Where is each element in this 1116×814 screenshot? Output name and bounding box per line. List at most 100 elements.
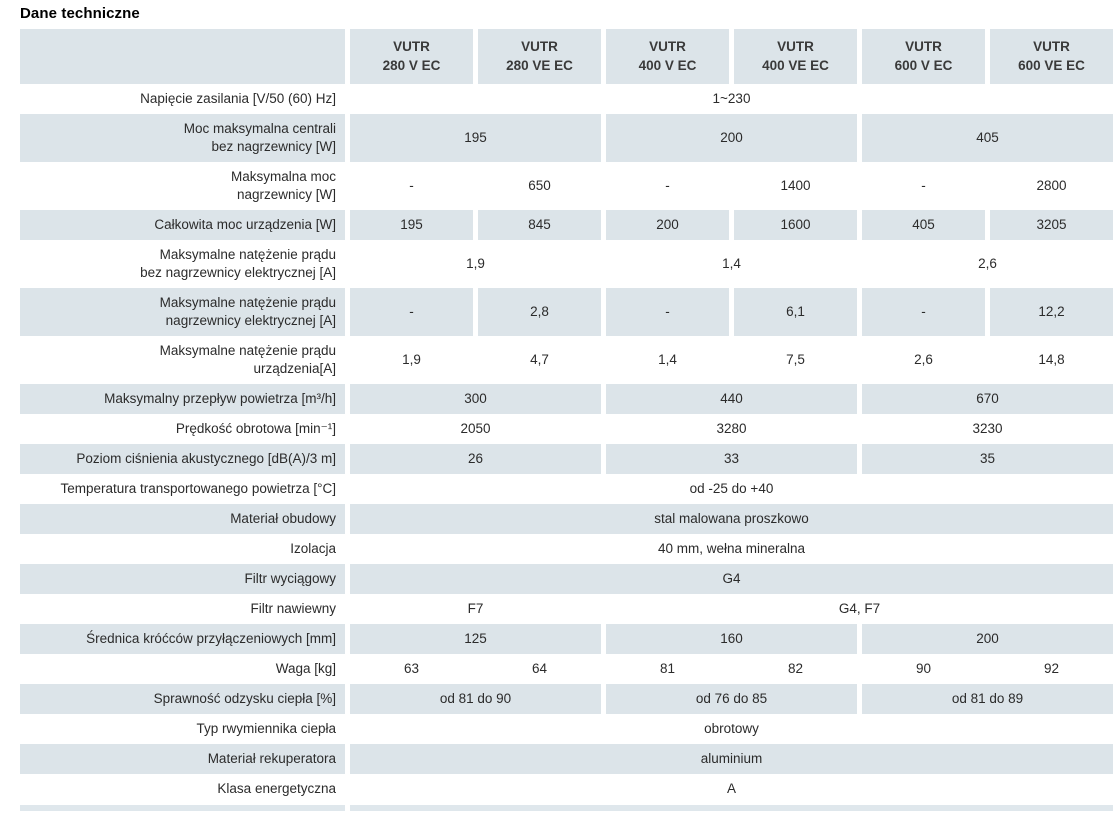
value-cell: 405 xyxy=(862,114,1113,162)
value-cell: 670 xyxy=(862,384,1113,414)
table-row: Materiał obudowy stal malowana proszkowo xyxy=(20,504,1113,534)
value-cell: G4, F7 xyxy=(838,600,881,616)
value-cell: 4,7 xyxy=(530,351,549,367)
value-cell: 125 xyxy=(350,624,601,654)
value-cell: 82 xyxy=(787,660,804,676)
value-cell: od 81 do 90 xyxy=(350,684,601,714)
value-cell: 6,1 xyxy=(734,288,857,336)
value-cell: G4 xyxy=(350,564,1113,594)
value-cell: 90 xyxy=(915,660,932,676)
row-label: Napięcie zasilania [V/50 (60) Hz] xyxy=(140,90,336,106)
value-cell: 405 xyxy=(862,210,985,240)
value-cell: 195 xyxy=(350,114,601,162)
table-row: Sprawność odzysku ciepła [%] od 81 do 90 o… xyxy=(20,684,1113,714)
row-label: Maksymalna moc nagrzewnicy [W] xyxy=(230,168,336,202)
value-cell: F7 xyxy=(467,600,484,616)
value-cell: 92 xyxy=(1043,660,1060,676)
value-cell: 1,9 xyxy=(466,255,485,271)
table-row: Prędkość obrotowa [min⁻¹] 2050 3280 3230 xyxy=(20,414,1113,444)
column-header: VUTR 400 VE EC xyxy=(734,29,857,84)
value-cell: 2,6 xyxy=(914,351,933,367)
value-cell: 650 xyxy=(528,177,551,193)
value-cell: 3230 xyxy=(972,420,1003,436)
row-label: Waga [kg] xyxy=(275,660,336,676)
value-cell: - xyxy=(862,288,985,336)
column-header: VUTR 280 V EC xyxy=(350,29,473,84)
value-cell: - xyxy=(350,288,473,336)
spec-table: VUTR 280 V EC VUTR 280 VE EC VUTR 400 V EC… xyxy=(20,29,1113,811)
column-header: VUTR 600 V EC xyxy=(862,29,985,84)
table-body: Napięcie zasilania [V/50 (60) Hz] 1~230 Mo… xyxy=(20,84,1113,804)
value-cell: 40 mm, wełna mineralna xyxy=(657,540,806,556)
value-cell: 3280 xyxy=(716,420,747,436)
row-label: Klasa energetyczna xyxy=(217,780,336,796)
row-label: Maksymalny przepływ powietrza [m³/h] xyxy=(20,384,345,414)
value-cell: 1,9 xyxy=(402,351,421,367)
row-label: Materiał rekuperatora xyxy=(20,744,345,774)
value-cell: A xyxy=(726,780,736,796)
row-label: Filtr nawiewny xyxy=(250,600,336,616)
value-cell: 1,4 xyxy=(722,255,741,271)
value-cell: 200 xyxy=(606,210,729,240)
row-label: Temperatura transportowanego powietrza [… xyxy=(60,480,336,496)
row-label: Typ rwymiennika ciepła xyxy=(196,720,336,736)
table-row: Całkowita moc urządzenia [W] 195 845 200 160… xyxy=(20,210,1113,240)
value-cell: 2,6 xyxy=(978,255,997,271)
table-row: Moc maksymalna centrali bez nagrzewnicy … xyxy=(20,114,1113,162)
value-cell: - xyxy=(606,288,729,336)
column-header: VUTR 600 VE EC xyxy=(990,29,1113,84)
value-cell: 1,4 xyxy=(658,351,677,367)
column-header: VUTR 280 VE EC xyxy=(478,29,601,84)
row-label: Średnica króćców przyłączeniowych [mm] xyxy=(20,624,345,654)
table-title: Dane techniczne xyxy=(20,5,140,22)
table-row: Poziom ciśnienia akustycznego [dB(A)/3 m… xyxy=(20,444,1113,474)
row-label: Poziom ciśnienia akustycznego [dB(A)/3 m… xyxy=(20,444,345,474)
table-row: Izolacja 40 mm, wełna mineralna xyxy=(20,534,1113,564)
table-row: Maksymalne natężenie prądu bez nagrzewni… xyxy=(20,240,1113,288)
value-cell: od 76 do 85 xyxy=(606,684,857,714)
table-row: Maksymalne natężenie prądu urządzenia[A]… xyxy=(20,336,1113,384)
table-row: Klasa energetyczna A xyxy=(20,774,1113,804)
value-cell: 1400 xyxy=(780,177,811,193)
table-row: Maksymalne natężenie prądu nagrzewnicy e… xyxy=(20,288,1113,336)
value-cell: 160 xyxy=(606,624,857,654)
bottom-strip xyxy=(20,805,1113,811)
header-label-cell xyxy=(20,29,345,84)
value-cell: 12,2 xyxy=(990,288,1113,336)
value-cell: 35 xyxy=(862,444,1113,474)
table-row: Filtr wyciągowy G4 xyxy=(20,564,1113,594)
value-cell: - xyxy=(409,177,414,193)
value-cell: 1600 xyxy=(734,210,857,240)
row-label: Sprawność odzysku ciepła [%] xyxy=(20,684,345,714)
table-row: Temperatura transportowanego powietrza [… xyxy=(20,474,1113,504)
value-cell: 3205 xyxy=(990,210,1113,240)
row-label: Całkowita moc urządzenia [W] xyxy=(20,210,345,240)
value-cell: 195 xyxy=(350,210,473,240)
value-cell: 300 xyxy=(350,384,601,414)
value-cell: 14,8 xyxy=(1038,351,1065,367)
value-cell: 2,8 xyxy=(478,288,601,336)
value-cell: 845 xyxy=(478,210,601,240)
value-cell: 64 xyxy=(531,660,548,676)
table-row: Typ rwymiennika ciepła obrotowy xyxy=(20,714,1113,744)
value-cell: stal malowana proszkowo xyxy=(350,504,1113,534)
column-header: VUTR 400 V EC xyxy=(606,29,729,84)
value-cell: 440 xyxy=(606,384,857,414)
value-cell: 26 xyxy=(350,444,601,474)
value-cell: 63 xyxy=(403,660,420,676)
value-cell: - xyxy=(665,177,670,193)
row-label: Prędkość obrotowa [min⁻¹] xyxy=(175,420,336,436)
row-label: Maksymalne natężenie prądu urządzenia[A] xyxy=(159,342,336,376)
value-cell: 2050 xyxy=(460,420,491,436)
row-label: Maksymalne natężenie prądu nagrzewnicy e… xyxy=(20,288,345,336)
row-label: Materiał obudowy xyxy=(20,504,345,534)
table-row: Materiał rekuperatora aluminium xyxy=(20,744,1113,774)
table-row: Maksymalna moc nagrzewnicy [W] - 650 - 1400 -… xyxy=(20,162,1113,210)
value-cell: 200 xyxy=(862,624,1113,654)
strip-left-cell xyxy=(20,805,345,811)
table-row: Filtr nawiewny F7 G4, F7 xyxy=(20,594,1113,624)
table-row: Średnica króćców przyłączeniowych [mm] 12… xyxy=(20,624,1113,654)
table-row: Maksymalny przepływ powietrza [m³/h] 300 4… xyxy=(20,384,1113,414)
table-row: Waga [kg] 63 64 81 82 90 92 xyxy=(20,654,1113,684)
